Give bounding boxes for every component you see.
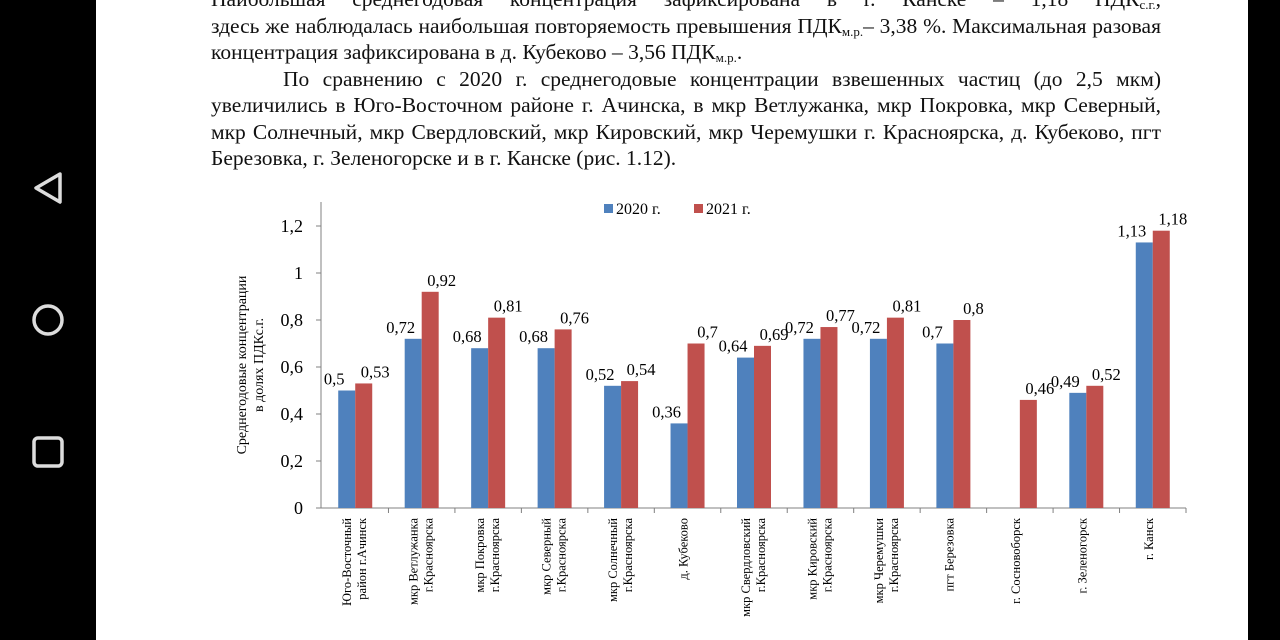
bar-2020 (737, 357, 754, 508)
data-label: 0,36 (652, 402, 681, 421)
data-label: 0,72 (851, 318, 880, 337)
bar-2021 (1019, 399, 1037, 508)
data-label: 0,77 (826, 306, 855, 325)
data-label: 0,92 (427, 271, 456, 290)
bar-2020 (936, 343, 954, 508)
legend-swatch-2021 (694, 204, 703, 213)
category-label: д. Кубеково (677, 518, 691, 580)
category-label: г. Зеленогорск (1075, 517, 1089, 593)
category-label: пгт Березовка (942, 518, 956, 592)
screen-edge (1248, 0, 1280, 640)
data-label: 1,13 (1117, 221, 1146, 240)
bar-2020 (1135, 242, 1153, 508)
category-label: мкр Черемушкиг.Красноярска (872, 518, 901, 604)
bar-2021 (554, 329, 572, 508)
data-label: 0,54 (627, 360, 656, 379)
data-label: 0,72 (386, 318, 415, 337)
data-label: 0,72 (785, 318, 814, 337)
y-tick-label: 0,8 (281, 310, 304, 330)
bar-2021 (953, 320, 971, 508)
paragraph-top: Наибольшая среднегодовая концентрация за… (211, 0, 1161, 12)
data-label: 0,7 (697, 323, 718, 342)
data-label: 0,76 (560, 308, 589, 327)
legend-label-2020: 2020 г. (616, 201, 661, 218)
paragraph-1: здесь же наблюдалась наибольшая повторяе… (211, 13, 1161, 65)
data-label: 1,18 (1158, 210, 1187, 229)
category-label: мкр Ветлужанкаг.Красноярска (407, 518, 436, 605)
category-label: мкр Солнечныйг.Красноярска (606, 518, 635, 602)
legend-label-2021: 2021 г. (706, 201, 751, 218)
bar-2020 (869, 338, 887, 508)
y-axis-label: Среднегодовые концентрации в долях ПДКс.г… (235, 275, 267, 454)
data-label: 0,53 (361, 362, 390, 381)
data-label: 0,81 (494, 297, 523, 316)
category-label: мкр Северныйг.Красноярска (540, 518, 569, 595)
bar-2020 (670, 423, 688, 508)
category-label: мкр Свердловскийг.Красноярска (739, 518, 768, 617)
bar-2021 (355, 383, 373, 508)
y-tick-label: 1,2 (281, 216, 304, 236)
bar-2020 (338, 390, 356, 508)
data-label: 0,68 (519, 327, 548, 346)
data-label: 0,52 (1092, 365, 1121, 384)
back-icon[interactable] (26, 166, 70, 210)
document-page: Наибольшая среднегодовая концентрация за… (96, 0, 1248, 640)
y-tick-label: 0,6 (281, 357, 304, 377)
y-tick-label: 0 (294, 498, 303, 518)
data-label: 0,64 (719, 337, 748, 356)
legend-swatch-2020 (604, 204, 613, 213)
bar-2021 (1152, 230, 1170, 508)
data-label: 0,7 (922, 323, 943, 342)
y-tick-label: 1 (294, 263, 303, 283)
bar-2021 (421, 291, 439, 508)
data-label: 0,52 (586, 365, 615, 384)
data-label: 0,49 (1051, 372, 1080, 391)
data-label: 0,5 (324, 370, 345, 389)
bar-2021 (488, 317, 506, 508)
navigation-bar (0, 0, 96, 640)
bar-2020 (404, 338, 422, 508)
bar-2021 (820, 327, 838, 508)
y-tick-label: 0,4 (281, 404, 304, 424)
bar-2021 (886, 317, 904, 508)
home-icon[interactable] (26, 298, 70, 342)
data-label: 0,68 (453, 327, 482, 346)
bar-2020 (604, 385, 622, 508)
bar-2020 (471, 348, 489, 508)
bar-2020 (1069, 392, 1087, 508)
paragraph-2: По сравнению с 2020 г. среднегодовые кон… (211, 66, 1161, 171)
bar-2021 (621, 381, 639, 508)
bar-2021 (1086, 385, 1104, 508)
category-label: мкр Покровкаг.Красноярска (473, 518, 502, 593)
category-label: Юго-Восточныйрайон г.Ачинск (340, 517, 369, 606)
recents-icon[interactable] (26, 430, 70, 474)
category-label: мкр Кировскийг.Красноярска (805, 518, 834, 600)
category-label: г. Сосновоборск (1009, 517, 1023, 604)
bar-2020 (803, 338, 821, 508)
bar-2021 (687, 343, 705, 508)
bar-2021 (754, 345, 771, 508)
bar-2020 (537, 348, 555, 508)
category-label: г. Канск (1142, 517, 1156, 560)
data-label: 0,46 (1025, 379, 1054, 398)
data-label: 0,81 (892, 297, 921, 316)
data-label: 0,69 (760, 325, 789, 344)
y-tick-label: 0,2 (281, 451, 304, 471)
document-text: Наибольшая среднегодовая концентрация за… (211, 0, 1161, 172)
data-label: 0,8 (963, 299, 984, 318)
